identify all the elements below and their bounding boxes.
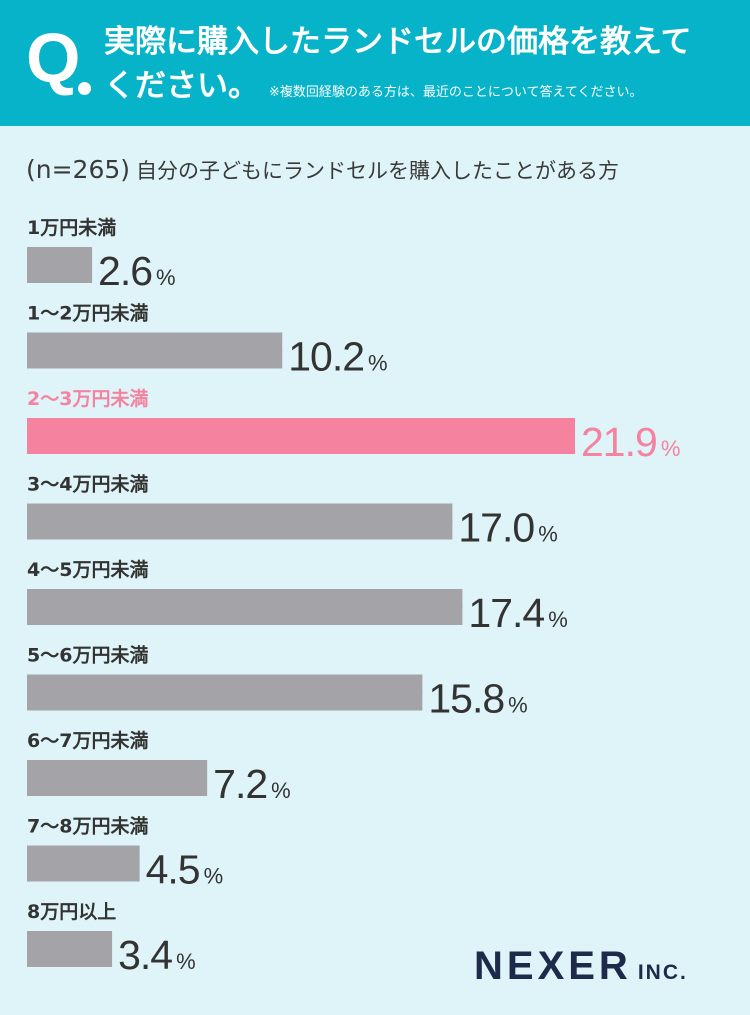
value-unit: % — [271, 778, 290, 803]
value-unit: % — [156, 265, 175, 290]
value-label: 3.4% — [118, 932, 195, 978]
category-label: 1万円未満 — [27, 216, 116, 239]
bar-body — [27, 760, 190, 796]
category-label: 3〜4万円未満 — [27, 473, 148, 496]
logo-suffix: INC. — [637, 961, 688, 984]
category-label: 6〜7万円未満 — [27, 729, 148, 752]
value-unit: % — [204, 864, 223, 889]
value-label: 2.6% — [98, 248, 175, 294]
value-label: 17.0% — [458, 505, 557, 551]
chart-subtitle: (n=265) 自分の子どもにランドセルを購入したことがある方 — [26, 152, 619, 189]
bar-body — [27, 674, 405, 711]
value-label: 17.4% — [468, 590, 567, 636]
value-unit: % — [661, 436, 680, 461]
respondent-description: 自分の子どもにランドセルを購入したことがある方 — [136, 159, 620, 183]
question-text-line2: ください。 ※複数回経験のある方は、最近のことについて答えてください。 — [104, 66, 642, 113]
logo-name: NEXER — [474, 944, 632, 988]
value-unit: % — [508, 693, 527, 718]
value-unit: % — [368, 351, 387, 376]
question-mark: Q — [26, 19, 81, 97]
bar-body — [27, 503, 435, 540]
value-unit: % — [538, 522, 557, 547]
question-text-line1: 実際に購入したランドセルの価格を教えて — [104, 24, 692, 60]
category-label: 2〜3万円未満 — [27, 387, 148, 410]
bar-body — [27, 332, 265, 369]
category-label: 7〜8万円未満 — [27, 815, 148, 838]
value-label: 15.8% — [428, 676, 527, 722]
question-text-line2-main: ください。 — [104, 68, 259, 104]
category-label: 4〜5万円未満 — [27, 558, 148, 581]
sample-size: (n=265) — [26, 155, 131, 184]
bar-body — [27, 845, 122, 882]
bar-body — [27, 589, 445, 625]
bar-body — [27, 931, 95, 967]
value-label: 10.2% — [288, 334, 387, 380]
value-unit: % — [176, 949, 195, 974]
category-label: 1〜2万円未満 — [27, 302, 148, 325]
question-note: ※複数回経験のある方は、最近のことについて答えてください。 — [269, 85, 643, 100]
value-unit: % — [548, 607, 567, 632]
question-header: Q 実際に購入したランドセルの価格を教えて ください。 ※複数回経験のある方は、最… — [0, 0, 750, 126]
value-label: 21.9% — [581, 419, 680, 465]
value-label: 7.2% — [213, 761, 290, 807]
bar-body — [27, 418, 557, 454]
question-mark-dot — [78, 82, 91, 95]
value-label: 4.5% — [146, 847, 223, 893]
nexer-logo: NEXER INC. — [474, 944, 688, 997]
bar-body — [27, 247, 75, 283]
category-label: 8万円以上 — [27, 901, 116, 923]
category-label: 5〜6万円未満 — [27, 644, 148, 667]
